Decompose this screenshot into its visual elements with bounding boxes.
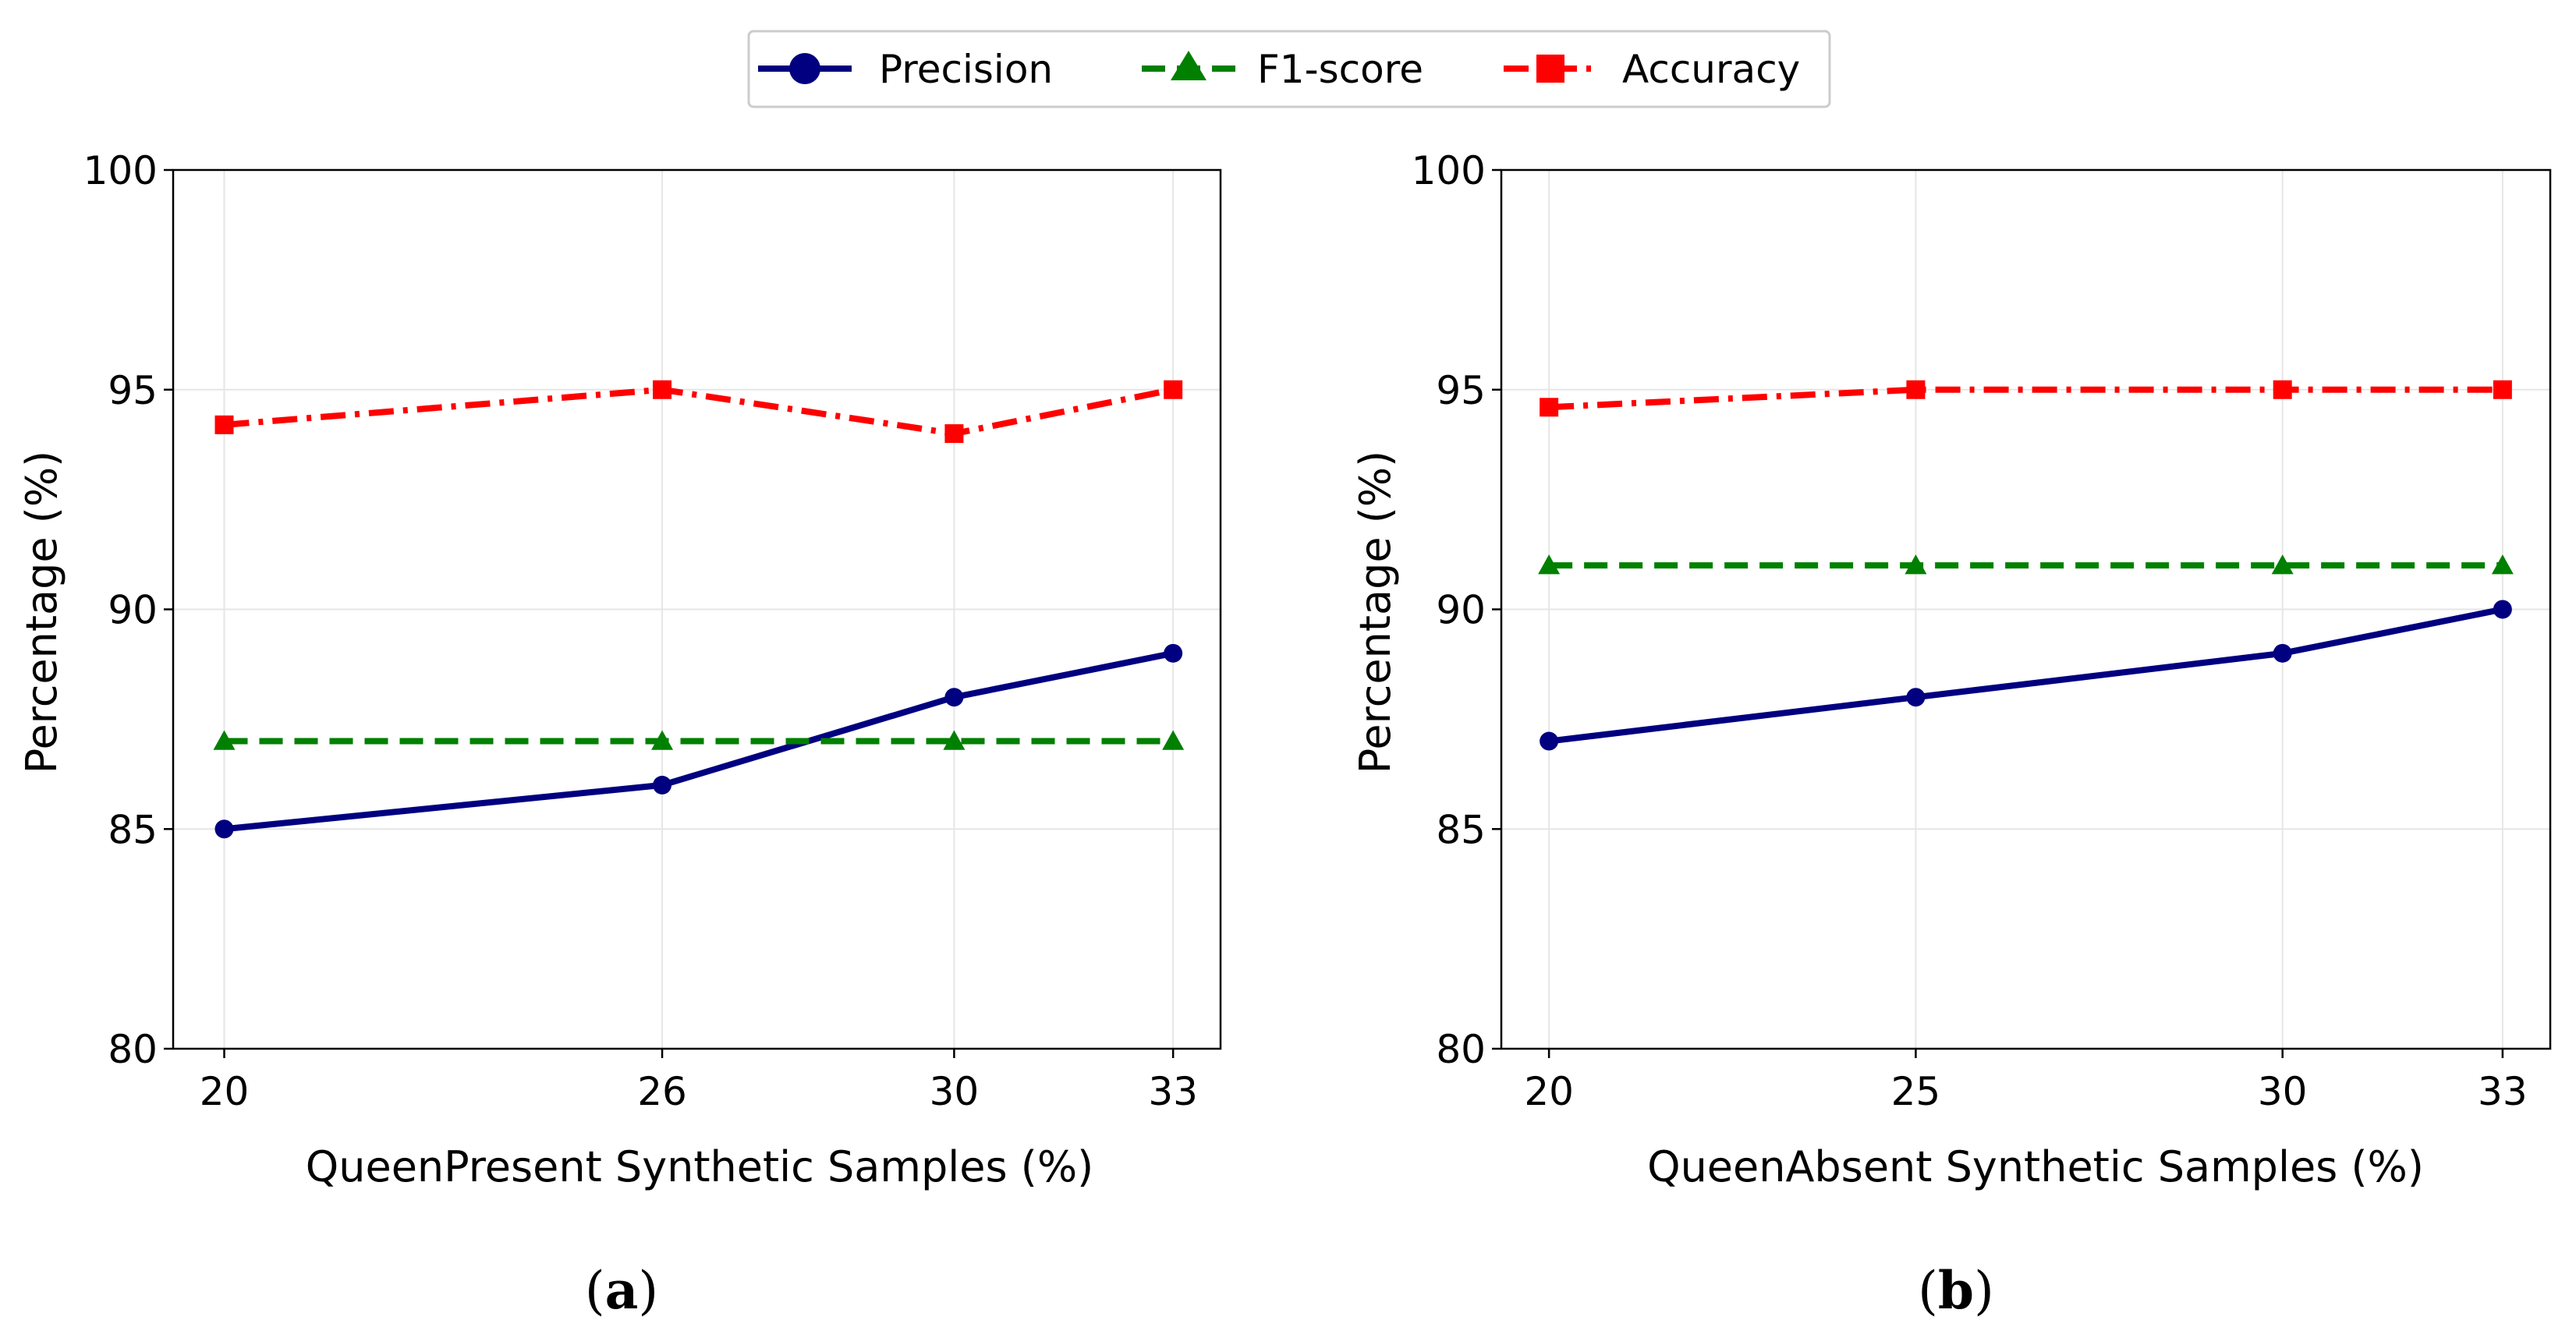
- panel-b-f1-score-point: [1905, 554, 1927, 575]
- panel-a-accuracy-point: [653, 380, 672, 399]
- panel-a-x-tick-label: 33: [1148, 1069, 1198, 1114]
- legend-f1-score-marker: [1171, 51, 1207, 80]
- panel-b-frame: [1500, 168, 2552, 1050]
- legend-precision-marker: [789, 53, 820, 84]
- legend-frame: [747, 30, 1831, 108]
- panel-a-x-axis-label: QueenPresent Synthetic Samples (%): [306, 1142, 1094, 1191]
- panel-a-accuracy-point: [944, 424, 964, 444]
- panel-b-accuracy-point: [2493, 380, 2512, 399]
- panel-a-accuracy-point: [1164, 380, 1183, 399]
- panel-b-y-tick-label: 95: [1436, 368, 1486, 413]
- panel-b-f1-score-point: [1538, 554, 1561, 575]
- panel-b-x-tick-label: 30: [2258, 1069, 2308, 1114]
- legend-entry-precision: Precision: [758, 47, 1053, 92]
- panel-b-x-axis-label: QueenAbsent Synthetic Samples (%): [1647, 1142, 2424, 1191]
- panel-a-y-tick-label: 90: [108, 588, 158, 633]
- panel-b-caption-letter: b: [1938, 1260, 1974, 1321]
- panel-b-y-tick-label: 85: [1436, 807, 1486, 852]
- panel-a-series: [213, 380, 1185, 839]
- panel-b-x-ticks: 20 25 30 33: [1524, 1049, 2528, 1114]
- panel-b-precision-point: [1540, 731, 1559, 751]
- panel-b-accuracy-line: [1548, 386, 2503, 411]
- panel-b-x-tick-label: 20: [1524, 1069, 1574, 1114]
- panel-a-precision-point: [214, 819, 234, 839]
- panel-a-f1-score-point: [943, 730, 966, 750]
- panel-a-x-ticks: 20 26 30 33: [200, 1049, 1198, 1114]
- panel-b-precision-point: [1906, 688, 1926, 707]
- panel-a-f1-score-point: [213, 730, 236, 750]
- panel-a-caption-close: ): [638, 1261, 658, 1321]
- panel-a-caption-open: (: [585, 1261, 605, 1321]
- panel-b-precision-line: [1548, 606, 2503, 745]
- legend-accuracy-label: Accuracy: [1622, 47, 1800, 92]
- panel-b-y-tick-label: 100: [1412, 148, 1486, 193]
- panel-b-y-tick-label: 80: [1436, 1027, 1486, 1072]
- panel-b-caption: (b): [1918, 1260, 1994, 1321]
- panel-a-accuracy-line: [224, 386, 1174, 437]
- panel-a-x-tick-label: 20: [200, 1069, 250, 1114]
- panel-a-y-ticks: 80 85 90 95 100: [83, 148, 173, 1072]
- panel-a-y-tick-label: 95: [108, 368, 158, 413]
- panel-b-accuracy-point: [2273, 380, 2292, 399]
- legend-precision-label: Precision: [879, 47, 1053, 92]
- legend-entry-f1-score: F1-score: [1142, 47, 1423, 92]
- panel-b-f1-score-point: [2271, 554, 2294, 575]
- panel-b-x-tick-label: 33: [2478, 1069, 2528, 1114]
- legend-entry-accuracy: Accuracy: [1504, 47, 1800, 92]
- panel-b-precision-point: [2273, 643, 2292, 663]
- panel-a-caption: (a): [585, 1260, 658, 1321]
- panel-a-x-tick-label: 30: [930, 1069, 980, 1114]
- legend-accuracy-marker: [1536, 55, 1564, 83]
- panel-a-y-tick-label: 85: [108, 807, 158, 852]
- panel-b-y-tick-label: 90: [1436, 588, 1486, 633]
- panel-a-precision-point: [1164, 643, 1183, 663]
- panel-b: 80 85 90 95 100 20 25 30 33 QueenAbsent Synthet…: [1351, 148, 2552, 1321]
- panel-a-accuracy-point: [214, 415, 234, 434]
- panel-b-accuracy-point: [1906, 380, 1926, 399]
- panel-a-f1-score-point: [651, 730, 674, 750]
- panel-b-accuracy-point: [1540, 398, 1559, 417]
- panel-a-precision-point: [944, 688, 964, 707]
- panel-a-y-tick-label: 100: [83, 148, 158, 193]
- panel-a-grid: [173, 169, 1221, 1050]
- panel-a: 80 85 90 95 100 20 26 30 33 QueenPresent Synthe…: [17, 148, 1222, 1321]
- panel-b-caption-close: ): [1974, 1261, 1994, 1321]
- panel-b-f1-score-point: [2491, 554, 2514, 575]
- panel-b-y-ticks: 80 85 90 95 100: [1412, 148, 1501, 1072]
- panel-b-precision-point: [2493, 600, 2512, 619]
- panel-a-y-axis-label: Percentage (%): [17, 451, 66, 773]
- panel-a-frame: [172, 168, 1222, 1050]
- panel-a-x-tick-label: 26: [637, 1069, 687, 1114]
- panel-a-caption-letter: a: [605, 1260, 639, 1321]
- panel-a-y-tick-label: 80: [108, 1027, 158, 1072]
- legend-f1-score-label: F1-score: [1257, 47, 1423, 92]
- panel-b-caption-open: (: [1918, 1261, 1938, 1321]
- panel-b-y-axis-label: Percentage (%): [1351, 451, 1400, 773]
- panel-a-precision-point: [653, 775, 672, 795]
- panel-a-f1-score-point: [1162, 730, 1185, 750]
- legend: Precision F1-score Accuracy: [747, 30, 1831, 108]
- panel-b-x-tick-label: 25: [1891, 1069, 1941, 1114]
- panel-b-series: [1538, 380, 2514, 751]
- panel-b-grid: [1501, 169, 2550, 1050]
